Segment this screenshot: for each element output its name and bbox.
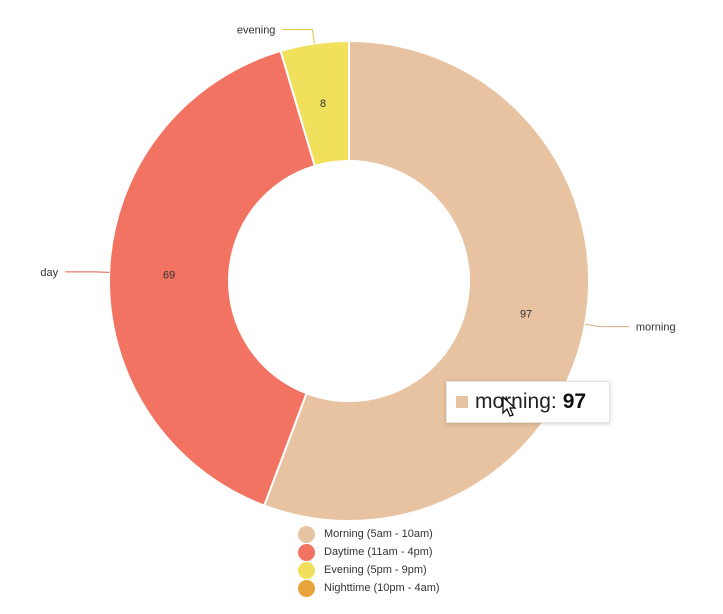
tooltip-colon: : — [550, 390, 557, 413]
legend-marker — [298, 579, 315, 597]
legend-marker — [298, 525, 315, 543]
legend-item-evening[interactable]: Evening (5pm - 9pm) — [298, 561, 440, 579]
legend-marker — [298, 543, 315, 561]
legend-label: Morning (5am - 10am) — [324, 528, 433, 540]
slice-category-label: morning — [636, 322, 676, 334]
legend-item-morning[interactable]: Morning (5am - 10am) — [298, 525, 440, 543]
leader-line — [585, 323, 629, 328]
legend-label: Daytime (11am - 4pm) — [324, 546, 433, 558]
tooltip-value: 97 — [562, 390, 587, 413]
legend-label: Nighttime (10pm - 4am) — [324, 582, 440, 594]
legend-item-nighttime[interactable]: Nighttime (10pm - 4am) — [298, 579, 440, 597]
slice-value-label: 8 — [320, 98, 326, 110]
legend-item-daytime[interactable]: Daytime (11am - 4pm) — [298, 543, 440, 561]
tooltip: morning: 97 — [446, 381, 610, 423]
leader-line — [282, 29, 315, 44]
legend: Morning (5am - 10am) Daytime (11am - 4pm… — [298, 525, 440, 597]
mouse-cursor-icon — [502, 396, 517, 417]
tooltip-name: morning — [475, 390, 551, 413]
slice-evening[interactable] — [279, 39, 350, 168]
legend-marker — [298, 561, 315, 579]
tooltip-swatch — [456, 396, 468, 408]
legend-label: Evening (5pm - 9pm) — [324, 564, 427, 576]
slice-value-label: 69 — [163, 270, 175, 282]
slice-category-label: evening — [237, 25, 276, 37]
slice-day[interactable] — [108, 49, 317, 507]
slice-value-label: 97 — [520, 308, 532, 320]
leader-line — [65, 271, 110, 273]
slice-category-label: day — [40, 267, 58, 279]
